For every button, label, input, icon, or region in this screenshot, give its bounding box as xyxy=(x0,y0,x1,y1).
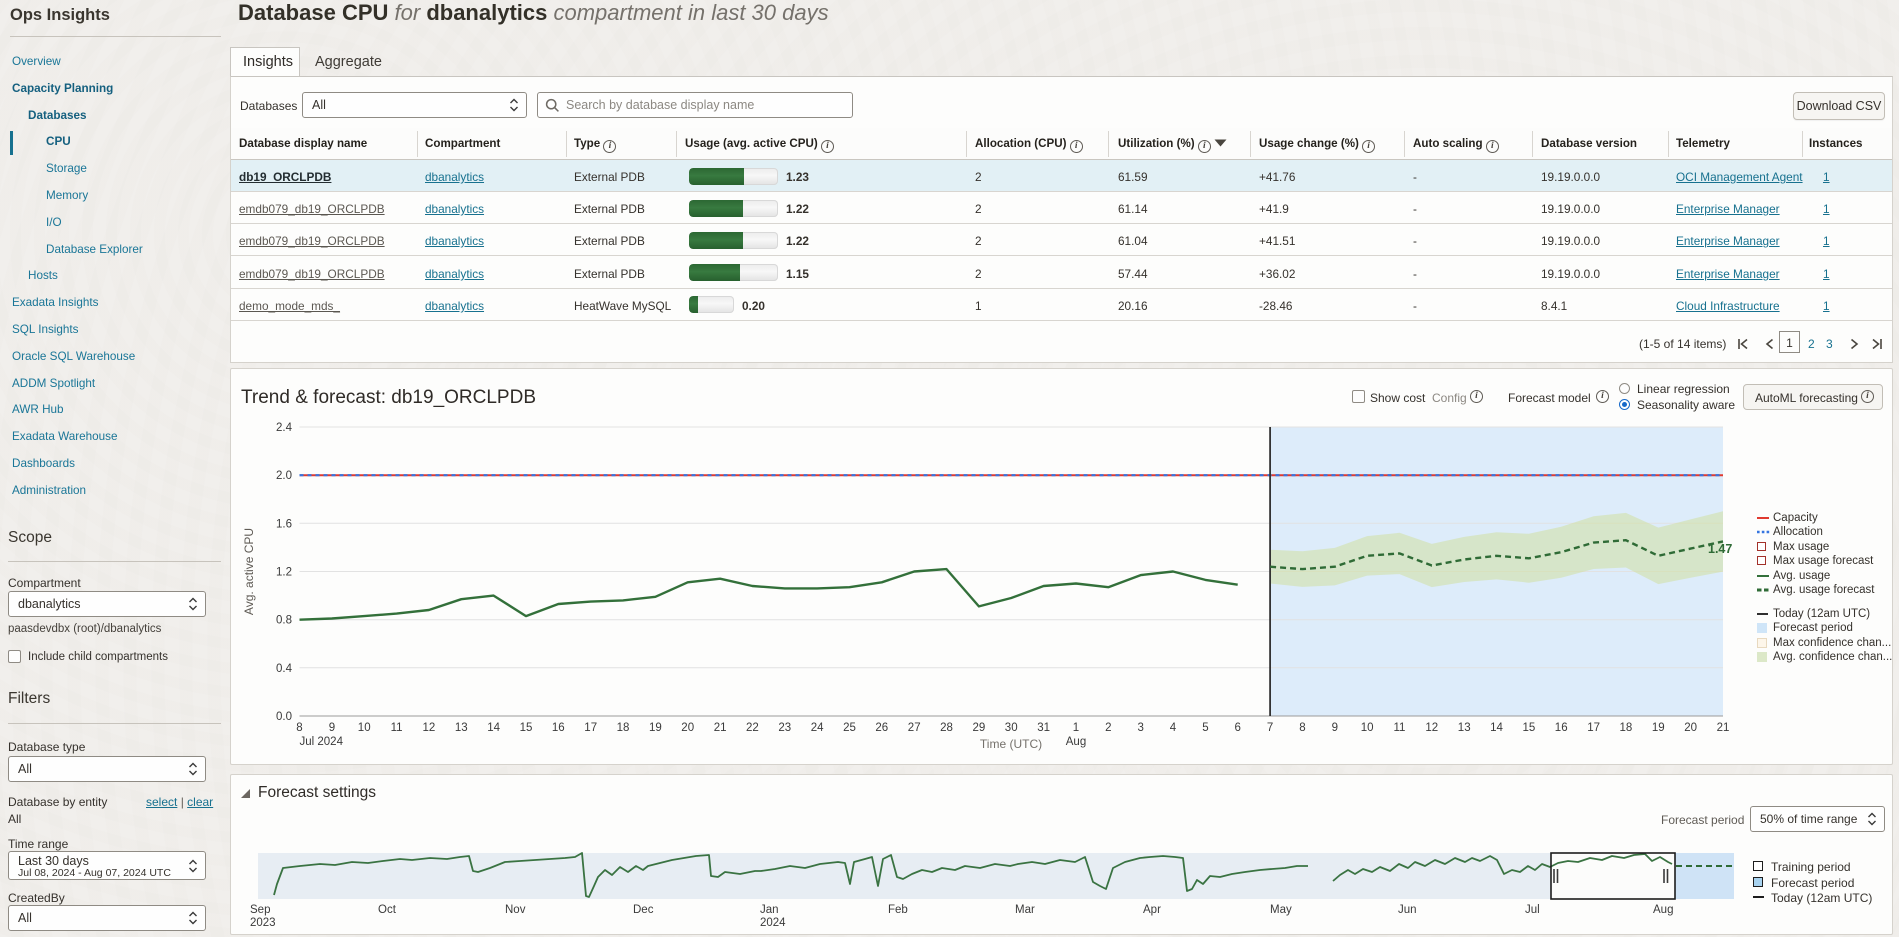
svg-text:19: 19 xyxy=(1652,722,1665,734)
svg-text:14: 14 xyxy=(487,722,500,734)
svg-text:2023: 2023 xyxy=(250,917,276,929)
svg-text:11: 11 xyxy=(1394,722,1406,734)
svg-text:Avg. active CPU: Avg. active CPU xyxy=(242,528,256,615)
svg-text:12: 12 xyxy=(423,722,436,734)
svg-text:31: 31 xyxy=(1037,722,1050,734)
svg-text:22: 22 xyxy=(746,722,759,734)
svg-text:Sep: Sep xyxy=(250,904,270,916)
svg-text:Aug: Aug xyxy=(1066,736,1086,748)
svg-text:Jul: Jul xyxy=(1525,904,1540,916)
svg-text:26: 26 xyxy=(875,722,888,734)
svg-text:12: 12 xyxy=(1425,722,1438,734)
svg-text:18: 18 xyxy=(617,722,630,734)
svg-text:May: May xyxy=(1270,904,1292,916)
svg-text:17: 17 xyxy=(1587,722,1600,734)
svg-text:24: 24 xyxy=(811,722,824,734)
svg-text:20: 20 xyxy=(681,722,694,734)
svg-text:29: 29 xyxy=(973,722,986,734)
svg-text:28: 28 xyxy=(940,722,953,734)
svg-text:Jun: Jun xyxy=(1398,904,1417,916)
svg-text:Oct: Oct xyxy=(378,904,397,916)
svg-text:Time (UTC): Time (UTC) xyxy=(980,737,1042,751)
svg-text:Jan: Jan xyxy=(760,904,779,916)
svg-text:7: 7 xyxy=(1267,722,1273,734)
svg-text:18: 18 xyxy=(1620,722,1633,734)
svg-text:16: 16 xyxy=(552,722,565,734)
svg-text:Nov: Nov xyxy=(505,904,526,916)
svg-text:1.2: 1.2 xyxy=(276,567,292,579)
svg-text:0.8: 0.8 xyxy=(276,615,292,627)
svg-text:11: 11 xyxy=(391,722,403,734)
svg-text:0.0: 0.0 xyxy=(276,711,292,723)
svg-text:30: 30 xyxy=(1005,722,1018,734)
svg-text:8: 8 xyxy=(296,722,302,734)
svg-text:2.0: 2.0 xyxy=(276,470,292,482)
svg-text:20: 20 xyxy=(1684,722,1697,734)
svg-text:0.4: 0.4 xyxy=(276,663,293,675)
svg-text:2024: 2024 xyxy=(760,917,786,929)
svg-text:Dec: Dec xyxy=(633,904,654,916)
svg-text:9: 9 xyxy=(329,722,335,734)
svg-text:13: 13 xyxy=(455,722,468,734)
svg-text:14: 14 xyxy=(1490,722,1503,734)
svg-text:Mar: Mar xyxy=(1015,904,1035,916)
svg-text:Apr: Apr xyxy=(1143,904,1161,916)
svg-text:Aug: Aug xyxy=(1653,904,1673,916)
svg-text:4: 4 xyxy=(1170,722,1177,734)
svg-text:1: 1 xyxy=(1073,722,1079,734)
svg-text:16: 16 xyxy=(1555,722,1568,734)
svg-text:1.6: 1.6 xyxy=(276,518,292,530)
svg-text:5: 5 xyxy=(1202,722,1208,734)
svg-text:1.47: 1.47 xyxy=(1708,542,1732,556)
svg-text:Jul 2024: Jul 2024 xyxy=(300,736,344,748)
svg-text:8: 8 xyxy=(1299,722,1305,734)
svg-text:10: 10 xyxy=(358,722,371,734)
svg-text:25: 25 xyxy=(843,722,856,734)
svg-text:9: 9 xyxy=(1332,722,1338,734)
svg-text:10: 10 xyxy=(1361,722,1374,734)
svg-text:27: 27 xyxy=(908,722,921,734)
svg-text:Feb: Feb xyxy=(888,904,908,916)
svg-text:23: 23 xyxy=(778,722,791,734)
svg-text:15: 15 xyxy=(520,722,533,734)
svg-text:13: 13 xyxy=(1458,722,1471,734)
svg-text:15: 15 xyxy=(1523,722,1536,734)
svg-text:2.4: 2.4 xyxy=(276,422,293,434)
svg-text:21: 21 xyxy=(1717,722,1730,734)
svg-text:3: 3 xyxy=(1137,722,1143,734)
svg-text:21: 21 xyxy=(714,722,727,734)
svg-text:6: 6 xyxy=(1234,722,1240,734)
svg-text:2: 2 xyxy=(1105,722,1111,734)
svg-text:19: 19 xyxy=(649,722,662,734)
svg-text:17: 17 xyxy=(584,722,597,734)
